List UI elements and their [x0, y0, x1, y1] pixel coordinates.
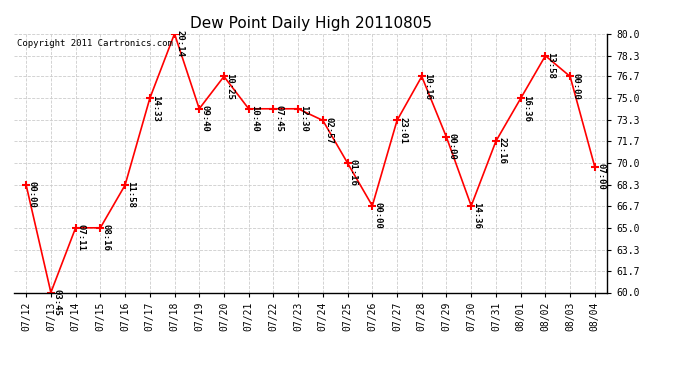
- Text: 20:14: 20:14: [176, 30, 185, 57]
- Text: 13:58: 13:58: [546, 52, 555, 79]
- Title: Dew Point Daily High 20110805: Dew Point Daily High 20110805: [190, 16, 431, 31]
- Text: 07:11: 07:11: [77, 224, 86, 251]
- Text: 00:00: 00:00: [373, 202, 382, 229]
- Text: Copyright 2011 Cartronics.com: Copyright 2011 Cartronics.com: [17, 39, 172, 48]
- Text: 14:36: 14:36: [473, 202, 482, 229]
- Text: 10:16: 10:16: [423, 73, 432, 99]
- Text: 10:40: 10:40: [250, 105, 259, 132]
- Text: 07:45: 07:45: [275, 105, 284, 132]
- Text: 01:16: 01:16: [349, 159, 358, 186]
- Text: 02:57: 02:57: [324, 117, 333, 143]
- Text: 10:25: 10:25: [225, 73, 234, 99]
- Text: 08:16: 08:16: [101, 224, 110, 251]
- Text: 22:16: 22:16: [497, 137, 506, 164]
- Text: 14:33: 14:33: [151, 94, 160, 122]
- Text: 16:36: 16:36: [522, 94, 531, 122]
- Text: 11:58: 11:58: [126, 181, 135, 208]
- Text: 03:45: 03:45: [52, 289, 61, 315]
- Text: 07:00: 07:00: [596, 163, 605, 190]
- Text: 12:30: 12:30: [299, 105, 308, 132]
- Text: 23:01: 23:01: [398, 117, 407, 143]
- Text: 00:00: 00:00: [571, 73, 580, 99]
- Text: 00:00: 00:00: [448, 134, 457, 160]
- Text: 09:40: 09:40: [201, 105, 210, 132]
- Text: 00:00: 00:00: [28, 181, 37, 208]
